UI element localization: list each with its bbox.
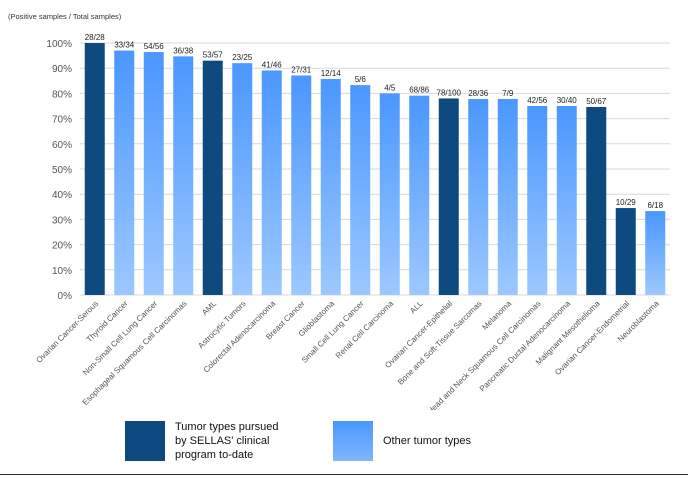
- data-label: 12/14: [321, 69, 342, 78]
- bar: [143, 52, 164, 296]
- legend-item-pursued: Tumor types pursued by SELLAS' clinical …: [125, 418, 279, 464]
- bar: [645, 211, 666, 295]
- y-tick-label: 20%: [52, 241, 72, 252]
- chart-title: (Positive samples / Total samples): [8, 12, 122, 21]
- legend-label-other: Other tumor types: [383, 435, 472, 447]
- x-tick-label: Esophageal Squamous Cell Carcinomas: [81, 299, 189, 407]
- y-tick-label: 50%: [52, 165, 72, 176]
- data-label: 4/5: [384, 83, 396, 92]
- legend-swatch-pursued: [125, 421, 165, 461]
- bottom-rule: [0, 474, 688, 475]
- bar: [615, 208, 636, 295]
- data-label: 28/36: [468, 89, 489, 98]
- bar: [320, 79, 341, 295]
- y-tick-label: 10%: [52, 266, 72, 277]
- bar: [379, 93, 400, 296]
- data-label: 78/100: [437, 88, 462, 97]
- data-label: 53/57: [203, 51, 224, 60]
- data-label: 30/40: [557, 96, 578, 105]
- x-tick-label: ALL: [408, 299, 425, 316]
- data-label: 33/34: [114, 41, 135, 50]
- data-label: 68/86: [409, 86, 430, 95]
- y-tick-label: 70%: [52, 115, 72, 126]
- bar: [468, 98, 489, 295]
- data-label: 41/46: [262, 60, 283, 69]
- y-tick-label: 80%: [52, 89, 72, 100]
- bar: [114, 50, 135, 296]
- bar: [291, 75, 312, 296]
- bar: [232, 63, 253, 295]
- bar: [556, 106, 577, 295]
- bar-chart: (Positive samples / Total samples) 0% 10%…: [8, 12, 670, 410]
- legend-item-other: Other tumor types: [333, 418, 471, 464]
- y-tick-label: 0%: [58, 291, 73, 302]
- y-tick-label: 100%: [46, 39, 72, 50]
- bar: [261, 70, 282, 295]
- data-label: 28/28: [85, 33, 106, 42]
- data-label: 6/18: [647, 201, 663, 210]
- y-tick-label: 40%: [52, 190, 72, 201]
- bar: [409, 95, 430, 295]
- x-tick-label: Renal Cell Carcinoma: [334, 299, 396, 361]
- bar: [527, 106, 548, 295]
- legend-label-pursued: Tumor types pursued by SELLAS' clinical …: [175, 421, 279, 461]
- x-tick-label: AML: [200, 299, 218, 317]
- data-label: 27/31: [291, 66, 312, 75]
- legend-swatch-other: [333, 421, 373, 461]
- data-label: 10/29: [616, 198, 637, 207]
- bar: [84, 43, 105, 295]
- bar: [586, 107, 607, 296]
- y-tick-label: 30%: [52, 215, 72, 226]
- y-tick-label: 90%: [52, 64, 72, 75]
- data-label: 42/56: [527, 96, 548, 105]
- bar: [173, 56, 194, 295]
- data-label: 54/56: [144, 42, 165, 51]
- data-label: 36/38: [173, 46, 194, 55]
- data-label: 50/67: [586, 97, 607, 106]
- bar: [202, 60, 223, 295]
- data-label: 23/25: [232, 53, 253, 62]
- bar: [497, 98, 518, 295]
- data-label: 5/6: [355, 75, 367, 84]
- bar: [350, 85, 371, 295]
- y-tick-label: 60%: [52, 140, 72, 151]
- bar: [438, 98, 459, 295]
- data-label: 7/9: [502, 89, 514, 98]
